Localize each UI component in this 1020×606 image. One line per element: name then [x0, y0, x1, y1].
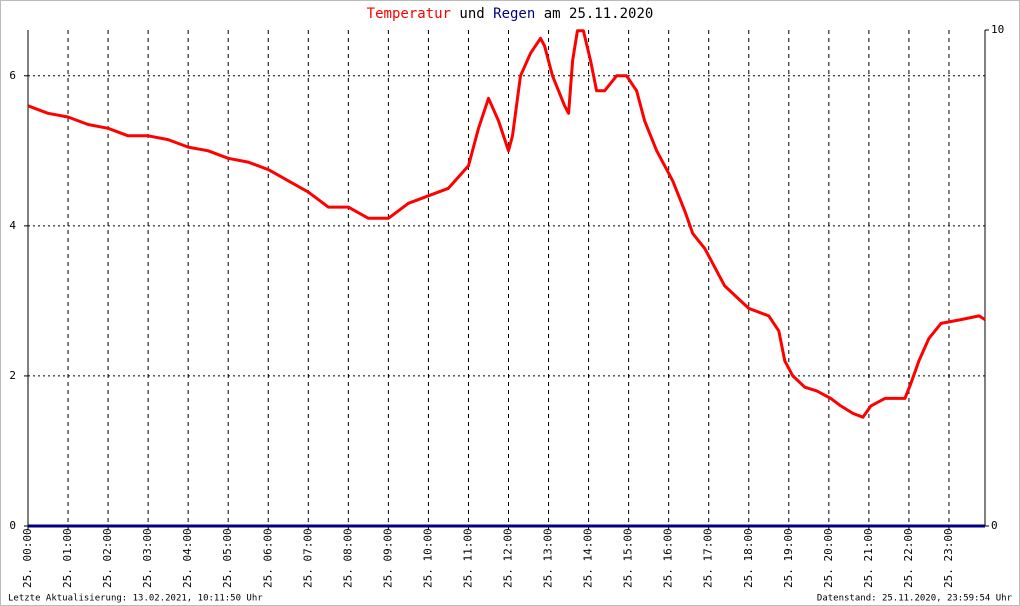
y-tick-label: 0	[9, 519, 16, 532]
x-tick-label: 25. 09:00	[381, 528, 394, 588]
x-tick-label: 25. 16:00	[662, 528, 675, 588]
x-tick-label: 25. 15:00	[622, 528, 635, 588]
x-tick-label: 25. 20:00	[822, 528, 835, 588]
y2-tick-label: 10	[991, 23, 1004, 36]
y-tick-label: 4	[9, 219, 16, 232]
y-tick-label: 6	[9, 69, 16, 82]
x-tick-label: 25. 18:00	[742, 528, 755, 588]
x-tick-label: 25. 01:00	[61, 528, 74, 588]
chart-title: Temperatur und Regen am 25.11.2020	[367, 6, 654, 22]
x-tick-label: 25. 23:00	[942, 528, 955, 588]
x-tick-label: 25. 19:00	[782, 528, 795, 588]
footer-left: Letzte Aktualisierung: 13.02.2021, 10:11…	[8, 594, 263, 604]
x-tick-label: 25. 06:00	[261, 528, 274, 588]
x-tick-label: 25. 13:00	[542, 528, 555, 588]
y-tick-label: 2	[9, 369, 16, 382]
x-tick-label: 25. 17:00	[702, 528, 715, 588]
x-tick-label: 25. 03:00	[141, 528, 154, 588]
x-tick-label: 25. 02:00	[101, 528, 114, 588]
x-tick-label: 25. 07:00	[301, 528, 314, 588]
title-word: am 25.11.2020	[544, 6, 654, 22]
series-line	[27, 29, 986, 419]
x-tick-label: 25. 04:00	[181, 528, 194, 588]
x-tick-label: 25. 05:00	[221, 528, 234, 588]
title-series-2: Regen	[493, 6, 535, 22]
x-tick-label: 25. 21:00	[862, 528, 875, 588]
x-tick-label: 25. 14:00	[582, 528, 595, 588]
title-series-1: Temperatur	[367, 6, 451, 22]
y2-tick-label: 0	[991, 519, 998, 532]
x-tick-label: 25. 00:00	[21, 528, 34, 588]
x-tick-label: 25. 12:00	[502, 528, 515, 588]
x-tick-label: 25. 08:00	[341, 528, 354, 588]
x-tick-label: 25. 11:00	[461, 528, 474, 588]
x-tick-label: 25. 10:00	[421, 528, 434, 588]
title-word: und	[459, 6, 484, 22]
footer-right: Datenstand: 25.11.2020, 23:59:54 Uhr	[817, 594, 1013, 604]
x-tick-label: 25. 22:00	[902, 528, 915, 588]
